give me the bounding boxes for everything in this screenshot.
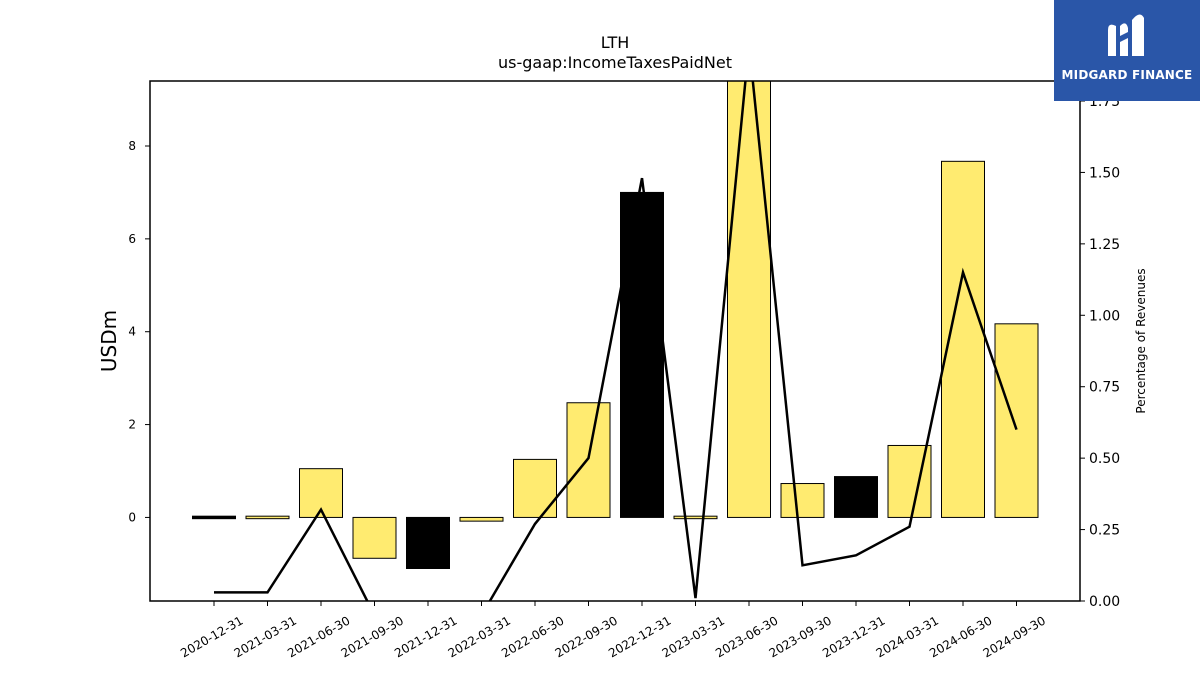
plot-frame xyxy=(149,80,1081,602)
bar-2022-03-31 xyxy=(459,516,504,522)
y2-tick-label: 1.50 xyxy=(1089,165,1120,181)
bar-2023-03-31 xyxy=(673,515,718,520)
bar-2022-06-30 xyxy=(513,458,557,518)
bar-2020-12-31 xyxy=(192,515,236,520)
y2-tick-label: 1.00 xyxy=(1089,308,1120,324)
y-tick-label: 0 xyxy=(128,510,136,524)
logo-text: MIDGARD FINANCE xyxy=(1061,68,1193,82)
y2-tick-label: 0.00 xyxy=(1089,594,1120,610)
bar-2023-12-31 xyxy=(834,476,878,518)
chart-subtitle: us-gaap:IncomeTaxesPaidNet xyxy=(498,53,732,72)
y2-tick-label: 0.75 xyxy=(1089,380,1120,396)
logo-mark-icon xyxy=(1108,14,1144,57)
line-layer xyxy=(214,81,1018,601)
bar-2022-09-30 xyxy=(566,402,611,518)
bar-2024-09-30 xyxy=(994,323,1039,518)
bar-2023-06-30 xyxy=(727,81,771,518)
y-tick-label: 6 xyxy=(128,232,136,246)
bar-2021-03-31 xyxy=(245,515,290,520)
brand-logo: MIDGARD FINANCE xyxy=(1054,0,1200,101)
revenue-pct-line-segment-1 xyxy=(488,81,1018,601)
y2-tick-label: 1.25 xyxy=(1089,237,1120,253)
y-tick-label: 8 xyxy=(128,139,136,153)
bar-2021-12-31 xyxy=(406,516,450,570)
chart-title: LTH xyxy=(601,33,630,52)
bar-2022-12-31 xyxy=(620,191,664,518)
y-axis-label: USDm xyxy=(97,310,121,372)
bar-2021-09-30 xyxy=(352,516,397,559)
y-tick-label: 2 xyxy=(128,418,136,432)
y2-tick-label: 0.50 xyxy=(1089,451,1120,467)
y-tick-label: 4 xyxy=(128,325,136,339)
y2-axis-label: Percentage of Revenues xyxy=(1134,268,1148,413)
y2-tick-label: 0.25 xyxy=(1089,523,1120,539)
revenue-pct-line-segment-0 xyxy=(214,507,369,601)
bar-2023-09-30 xyxy=(780,483,825,518)
